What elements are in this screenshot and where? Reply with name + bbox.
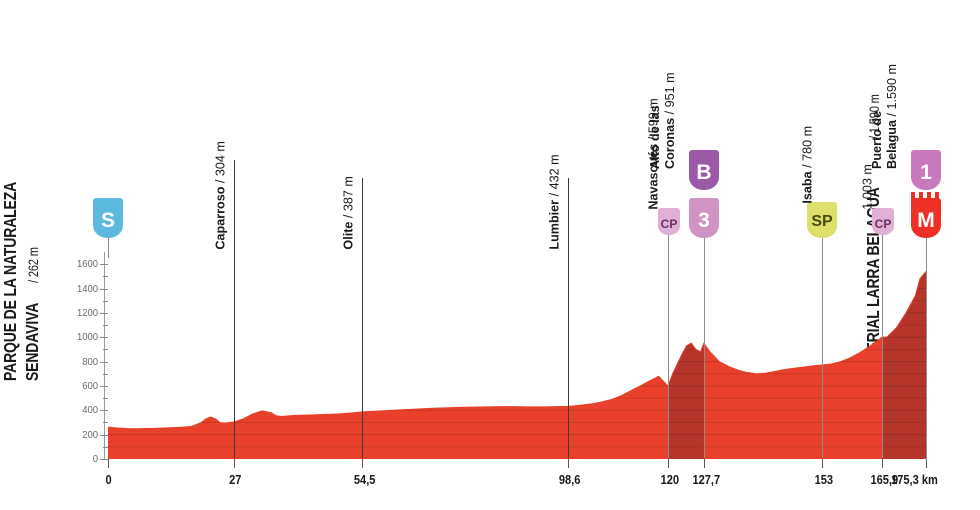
elevation-profile	[108, 252, 926, 459]
x-tick-label: 153	[814, 472, 833, 487]
label-isaba: Isaba / 780 m	[800, 125, 815, 204]
y-tick-minor	[103, 300, 108, 302]
y-tick-minor	[103, 276, 108, 278]
y-tick-major	[100, 410, 108, 412]
badge-cp-1003[interactable]: CP	[872, 208, 894, 235]
badge-flag-notch	[689, 192, 719, 200]
start-name-line1: PARQUE DE LA NATURALEZA	[0, 181, 20, 381]
y-axis-line	[104, 252, 105, 459]
badge-category-3-coronas[interactable]: 3	[689, 198, 719, 238]
x-tick	[233, 459, 235, 468]
badge-category-1-belagua[interactable]: 1	[911, 150, 941, 190]
x-tick-label: 127,7	[692, 472, 720, 487]
x-tick-label: 120	[660, 472, 679, 487]
x-tick	[926, 459, 927, 468]
x-tick-label: 98,6	[559, 472, 581, 487]
badge-category-b-coronas[interactable]: B	[689, 150, 719, 190]
label-caparroso: Caparroso / 304 m	[213, 141, 228, 250]
guideline-caparroso	[234, 160, 235, 458]
y-tick-major	[100, 288, 108, 290]
start-name-line2: SENDAVIVA/ 262 m	[22, 247, 42, 381]
x-tick-label: 27	[229, 472, 242, 487]
label-alto-de-las-coronas: Alto de las Coronas / 951 m	[648, 72, 677, 169]
stem-isaba	[822, 228, 823, 458]
y-tick-minor	[103, 422, 108, 424]
badge-start[interactable]: S	[93, 198, 123, 238]
y-tick-major	[100, 337, 108, 339]
x-tick	[667, 459, 669, 468]
y-tick-label: 1600	[76, 258, 98, 271]
y-tick-major	[100, 434, 108, 436]
badge-flag-notch	[689, 144, 719, 152]
badge-cp-navascues[interactable]: CP	[658, 208, 680, 235]
label-olite: Olite / 387 m	[341, 176, 356, 250]
x-tick-label: 165,9	[870, 472, 899, 487]
label-lumbier: Lumbier / 432 m	[547, 154, 562, 250]
stem-navascues	[668, 228, 669, 458]
badge-flag-notch	[93, 192, 123, 200]
start-location-title: PARQUE DE LA NATURALEZA SENDAVIVA/ 262 m	[0, 171, 59, 381]
y-tick-minor	[103, 373, 108, 375]
stem-belagua	[926, 228, 927, 458]
y-tick-label: 0	[92, 453, 98, 465]
badge-meta-crenellation	[911, 192, 941, 200]
y-tick-minor	[103, 398, 108, 400]
y-tick-major	[100, 312, 108, 314]
badge-flag-notch	[872, 202, 894, 210]
x-tick	[882, 459, 884, 468]
y-tick-label: 1200	[76, 306, 98, 319]
x-tick-label: 54,5	[353, 472, 376, 487]
stem-cp1003	[882, 228, 883, 458]
x-tick	[108, 459, 109, 468]
y-tick-major	[100, 264, 108, 266]
y-tick-major	[100, 361, 108, 363]
x-tick	[703, 459, 705, 468]
y-tick-label: 600	[82, 379, 98, 392]
y-tick-major	[100, 385, 108, 387]
y-tick-minor	[103, 349, 108, 351]
badge-flag-notch	[658, 202, 680, 210]
y-tick-minor	[103, 446, 108, 448]
label-puerto-de-belagua: Puerto de Belagua / 1.590 m	[870, 63, 899, 169]
badge-flag-notch	[911, 144, 941, 152]
y-tick-label: 1400	[76, 282, 98, 295]
stem-start	[108, 228, 109, 258]
x-tick-label: 0	[105, 472, 112, 487]
y-tick-minor	[103, 325, 108, 327]
x-tick	[821, 459, 823, 468]
guideline-olite	[362, 178, 363, 458]
y-tick-label: 1000	[76, 331, 98, 344]
stem-coronas	[704, 228, 705, 458]
guideline-lumbier	[568, 178, 569, 458]
x-tick-label: 175,3 km	[891, 472, 938, 487]
y-tick-label: 800	[82, 355, 98, 368]
badge-sprint-isaba[interactable]: SP	[807, 202, 837, 238]
profile-area	[108, 271, 926, 459]
y-tick-label: 200	[82, 428, 98, 441]
badge-finish-meta[interactable]: M	[911, 192, 941, 238]
x-tick	[362, 459, 364, 468]
x-tick	[568, 459, 570, 468]
label-cp-1003: 1.003 m	[860, 164, 875, 210]
y-tick-major	[100, 459, 108, 460]
y-tick-label: 400	[82, 404, 98, 417]
profile-outline	[108, 271, 926, 430]
